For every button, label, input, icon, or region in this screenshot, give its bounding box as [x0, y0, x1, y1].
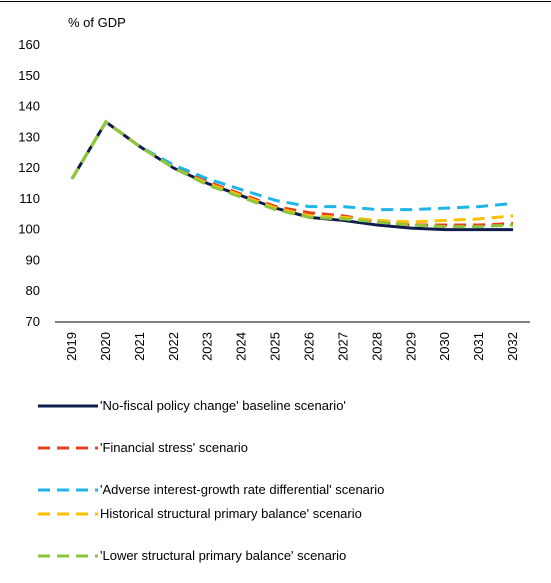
legend-swatch [38, 554, 98, 558]
x-tick-label: 2022 [166, 332, 181, 361]
legend-swatch [38, 446, 98, 450]
x-tick-label: 2024 [234, 332, 249, 361]
x-tick-label: 2031 [471, 332, 486, 361]
legend-swatch [38, 488, 98, 492]
x-tick-label: 2025 [268, 332, 283, 361]
y-tick-label: 70 [26, 314, 40, 329]
legend-item: Historical structural primary balance' s… [36, 506, 516, 522]
x-tick-label: 2023 [200, 332, 215, 361]
y-tick-label: 120 [18, 160, 40, 175]
x-tick-label: 2028 [369, 332, 384, 361]
legend-swatch [38, 512, 98, 516]
x-tick-label: 2019 [64, 332, 79, 361]
series-line [70, 119, 514, 227]
legend-label: 'No-fiscal policy change' baseline scena… [100, 398, 346, 413]
x-tick-label: 2020 [98, 332, 113, 361]
y-tick-label: 80 [26, 283, 40, 298]
legend-item: 'Lower structural primary balance' scena… [36, 548, 516, 564]
x-tick-label: 2032 [505, 332, 520, 361]
legend-label: Historical structural primary balance' s… [100, 506, 362, 521]
y-tick-label: 130 [18, 129, 40, 144]
x-tick-label: 2030 [437, 332, 452, 361]
series-line [70, 119, 514, 229]
chart: % of GDP 70 80 90 100 110 120 130 140 150 160 2019… [0, 1, 551, 361]
y-tick-label: 90 [26, 252, 40, 267]
legend: 'No-fiscal policy change' baseline scena… [36, 398, 516, 564]
y-tick-label: 160 [18, 37, 40, 52]
legend-item: 'Financial stress' scenario [36, 440, 516, 456]
x-tick-label: 2027 [335, 332, 350, 361]
series-line [70, 119, 514, 212]
y-tick-label: 140 [18, 99, 40, 114]
y-tick-label: 150 [18, 68, 40, 83]
x-tick-label: 2026 [301, 332, 316, 361]
legend-item: 'Adverse interest-growth rate differenti… [36, 482, 516, 498]
x-tick-label: 2021 [132, 332, 147, 361]
y-tick-label: 100 [18, 222, 40, 237]
legend-label: 'Financial stress' scenario [100, 440, 249, 455]
x-tick-label: 2029 [403, 332, 418, 361]
legend-swatch [38, 404, 98, 408]
y-axis-label: % of GDP [68, 15, 126, 30]
y-tick-label: 110 [19, 191, 40, 206]
legend-label: 'Lower structural primary balance' scena… [100, 548, 347, 563]
legend-label: 'Adverse interest-growth rate differenti… [100, 482, 385, 497]
legend-item: 'No-fiscal policy change' baseline scena… [36, 398, 516, 414]
